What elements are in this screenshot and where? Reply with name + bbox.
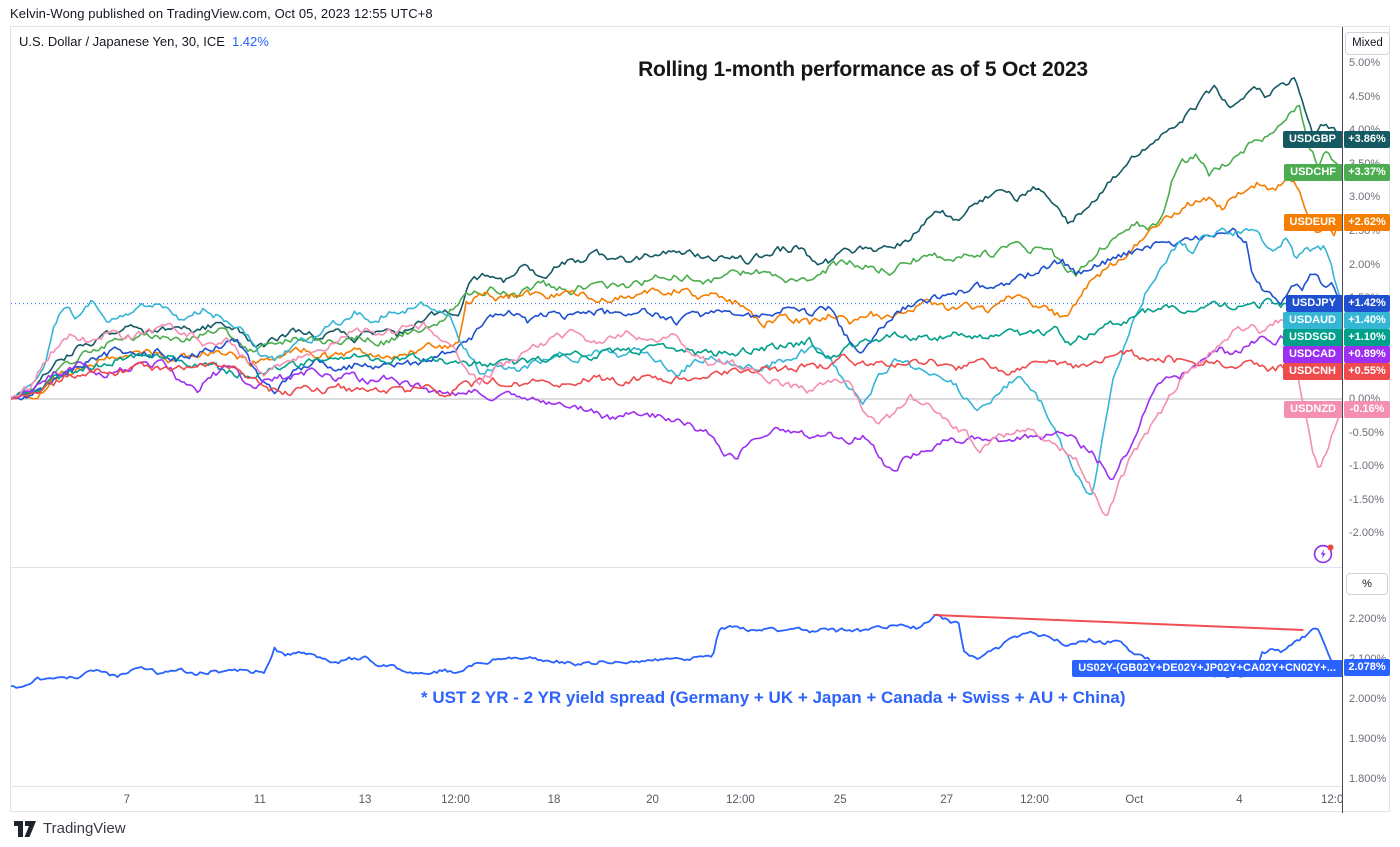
series-line — [11, 77, 1342, 399]
spread-value-badge: 2.078% — [1344, 659, 1390, 677]
pair-label-USDAUD: USDAUD — [1282, 312, 1342, 330]
lower-y-tick: 1.800% — [1349, 773, 1387, 785]
price-axis[interactable]: Mixed % 5.00%4.50%4.00%3.50%3.00%2.50%2.… — [1342, 27, 1391, 813]
series-line — [11, 349, 1342, 400]
price-scale-mode-button[interactable]: Mixed — [1345, 32, 1390, 55]
series-line — [933, 614, 1304, 631]
lower-y-tick: 1.900% — [1349, 733, 1387, 745]
x-axis-tick: 20 — [646, 794, 659, 806]
x-axis-tick: 11 — [253, 794, 266, 806]
series-line — [11, 613, 1342, 689]
main-chart-canvas — [11, 77, 1342, 516]
price-badge-USDJPY: +1.42% — [1344, 295, 1390, 313]
x-axis-tick: 7 — [123, 794, 130, 806]
tradingview-brand-text: TradingView — [43, 820, 126, 837]
spread-annotation: * UST 2 YR - 2 YR yield spread (Germany … — [421, 688, 1126, 707]
pair-label-USDCNH: USDCNH — [1282, 363, 1342, 381]
price-badge-USDCNH: +0.55% — [1344, 363, 1390, 381]
series-line — [11, 227, 1342, 495]
flash-action-icon[interactable] — [1313, 543, 1335, 565]
series-line — [11, 317, 1342, 481]
lower-y-tick: 2.000% — [1349, 693, 1387, 705]
main-y-tick: -2.00% — [1349, 527, 1384, 540]
x-axis-tick: 12:00 — [725, 794, 755, 806]
symbol-change-value: 1.42% — [231, 34, 269, 49]
x-axis-tick: 18 — [547, 794, 561, 806]
x-axis-tick: 27 — [940, 794, 954, 806]
main-y-tick: 3.00% — [1349, 191, 1381, 204]
main-y-tick: 5.00% — [1349, 57, 1381, 69]
chart-frame: U.S. Dollar / Japanese Yen, 30, ICE 1.42%… — [10, 26, 1391, 813]
series-line — [11, 176, 1342, 400]
main-y-tick: -1.50% — [1349, 493, 1384, 506]
main-y-tick: 4.50% — [1349, 90, 1381, 103]
x-axis-tick: 25 — [833, 794, 847, 806]
series-line — [11, 104, 1342, 399]
series-line — [11, 316, 1342, 516]
price-badge-USDNZD: -0.16% — [1344, 401, 1390, 419]
spread-series-label: US02Y-(GB02Y+DE02Y+JP02Y+CA02Y+CN02Y+... — [1072, 660, 1342, 678]
tradingview-logo-icon — [14, 820, 36, 837]
pair-label-USDCAD: USDCAD — [1282, 346, 1342, 364]
price-badge-USDAUD: +1.40% — [1344, 312, 1390, 330]
x-axis-tick: 12:00 — [1320, 794, 1342, 806]
lower-chart-canvas — [11, 613, 1342, 689]
pair-label-USDSGD: USDSGD — [1282, 329, 1342, 347]
price-badge-USDEUR: +2.62% — [1344, 214, 1390, 232]
main-y-tick: -0.50% — [1349, 426, 1384, 439]
pair-label-USDCHF: USDCHF — [1284, 164, 1342, 182]
published-byline: Kelvin-Wong published on TradingView.com… — [10, 6, 433, 21]
x-axis-tick: Oct — [1125, 794, 1144, 806]
pair-label-USDGBP: USDGBP — [1282, 131, 1342, 149]
main-y-tick: 2.00% — [1349, 258, 1381, 271]
price-badge-USDCAD: +0.89% — [1344, 346, 1390, 364]
x-axis-tick: 12:00 — [441, 794, 470, 806]
main-y-tick: -1.00% — [1349, 460, 1384, 473]
x-axis-tick: 12:00 — [1020, 794, 1049, 806]
price-badge-USDCHF: +3.37% — [1344, 164, 1390, 182]
notification-dot — [1327, 544, 1334, 551]
series-line — [11, 297, 1342, 400]
series-line — [11, 227, 1342, 401]
symbol-title: U.S. Dollar / Japanese Yen, 30, ICE — [19, 34, 225, 49]
lower-y-tick: 2.200% — [1349, 613, 1387, 625]
x-axis-tick: 4 — [1236, 794, 1243, 806]
main-panel[interactable]: U.S. Dollar / Japanese Yen, 30, ICE 1.42%… — [11, 27, 1342, 567]
x-axis-tick: 13 — [358, 794, 372, 806]
lightning-icon — [1313, 544, 1334, 564]
price-badge-USDGBP: +3.86% — [1344, 131, 1390, 149]
pair-label-USDJPY: USDJPY — [1285, 295, 1342, 313]
tradingview-attribution[interactable]: TradingView — [14, 820, 126, 837]
lower-panel[interactable]: * UST 2 YR - 2 YR yield spread (Germany … — [11, 567, 1342, 786]
symbol-legend[interactable]: U.S. Dollar / Japanese Yen, 30, ICE 1.42% — [19, 34, 269, 49]
pair-label-USDEUR: USDEUR — [1283, 214, 1342, 232]
price-badge-USDSGD: +1.10% — [1344, 329, 1390, 347]
percent-scale-button[interactable]: % — [1346, 573, 1388, 595]
pair-label-USDNZD: USDNZD — [1284, 401, 1342, 419]
chart-title: Rolling 1-month performance as of 5 Oct … — [638, 58, 1088, 81]
